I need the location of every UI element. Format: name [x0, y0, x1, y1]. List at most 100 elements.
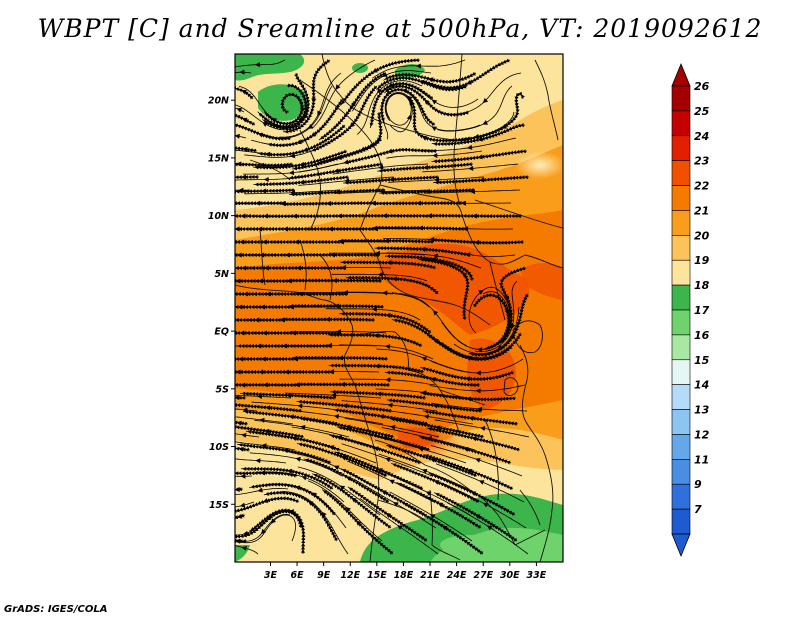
streamline-arrow — [296, 265, 301, 271]
streamline-arrow — [432, 310, 439, 316]
streamline-arrow — [432, 403, 438, 409]
streamline-arrow — [382, 290, 388, 296]
streamline-arrow — [371, 306, 377, 312]
streamline-arrow — [376, 391, 382, 397]
pale-streak-ne — [515, 151, 563, 179]
streamline-arrow — [467, 144, 473, 150]
lon-label-8: 27E — [473, 570, 493, 581]
streamline-arrow — [421, 356, 427, 362]
streamline-arrow — [356, 520, 362, 526]
streamline-arrow — [373, 333, 379, 339]
lon-label-1: 6E — [290, 570, 304, 581]
colorbar-label-13: 13 — [694, 404, 710, 417]
lon-label-6: 21E — [420, 570, 440, 581]
colorbar-label-16: 16 — [694, 329, 710, 342]
colorbar-swatch-26 — [671, 85, 691, 112]
streamline-arrow — [325, 316, 330, 322]
colorbar-swatch-23 — [671, 160, 691, 186]
streamline-arrow — [472, 213, 478, 219]
streamline-arrow — [342, 403, 348, 409]
lon-label-3: 12E — [340, 570, 360, 581]
lon-label-4: 15E — [367, 570, 387, 581]
colorbar-swatch-25 — [671, 110, 691, 137]
streamline-arrow — [468, 165, 474, 171]
streamline-arrow — [235, 486, 240, 492]
streamline-arrow — [282, 343, 287, 349]
lat-label-1: 15N — [208, 153, 229, 164]
colorbar-bottom-arrow — [671, 533, 691, 558]
streamline-arrow — [343, 290, 349, 296]
colorbar-label-22: 22 — [694, 180, 710, 193]
streamline-arrow — [333, 168, 339, 174]
colorbar-swatch-7 — [671, 508, 691, 535]
streamline-arrow — [241, 117, 248, 123]
lon-label-2: 9E — [317, 570, 331, 581]
colorbar-label-9: 9 — [694, 478, 702, 491]
streamline-arrow — [374, 363, 380, 369]
streamline-arrow — [334, 303, 340, 309]
streamline-arrow — [255, 62, 261, 68]
plot-area — [235, 54, 563, 562]
colorbar-swatch-18 — [671, 284, 691, 311]
streamline-arrow — [340, 381, 346, 387]
colorbar-label-20: 20 — [694, 229, 710, 242]
colorbar-swatch-20 — [671, 235, 691, 261]
colorbar-label-14: 14 — [694, 379, 709, 392]
streamline-arrow — [330, 252, 335, 258]
streamline-arrow — [433, 338, 439, 344]
lon-label-5: 18E — [394, 570, 414, 581]
streamline-arrow — [397, 525, 403, 530]
streamline-arrow — [486, 525, 493, 531]
streamline-arrow — [235, 395, 240, 401]
streamline-arrow — [236, 107, 242, 113]
colorbar-swatch-9 — [671, 483, 691, 510]
colorbar-swatch-17 — [671, 309, 691, 336]
colorbar-swatch-16 — [671, 334, 691, 361]
colorbar-swatch-15 — [671, 359, 691, 385]
streamline-arrow — [372, 67, 378, 73]
map-title: WBPT [C] and Sreamline at 500hPa, VT: 20… — [37, 14, 763, 43]
colorbar-swatch-12 — [671, 434, 691, 460]
colorbar-label-15: 15 — [694, 354, 710, 367]
streamline-arrow — [461, 200, 467, 206]
streamline-arrow — [299, 179, 305, 185]
streamline-arrow — [477, 154, 483, 160]
grads-credit: GrADS: IGES/COLA — [4, 604, 108, 615]
streamlines — [235, 58, 530, 555]
streamline-arrow — [470, 189, 476, 195]
streamline-arrow — [239, 69, 245, 75]
colorbar-label-7: 7 — [694, 503, 702, 516]
colorbar-label-23: 23 — [694, 155, 710, 168]
streamline-arrow — [236, 420, 242, 426]
streamline-arrow — [384, 238, 390, 244]
streamline-arrow — [479, 177, 485, 183]
streamline-arrow — [415, 63, 421, 69]
colorbar-label-21: 21 — [694, 204, 709, 217]
lat-label-5: 5S — [216, 384, 230, 395]
lon-label-0: 3E — [264, 570, 278, 581]
lon-label-9: 30E — [500, 570, 520, 581]
streamline-arrow — [389, 176, 395, 182]
streamline-arrow — [288, 414, 294, 420]
streamline-arrow — [478, 289, 484, 295]
streamline-arrow — [391, 276, 397, 282]
colorbar-label-19: 19 — [694, 254, 710, 267]
streamline-arrow — [387, 148, 393, 154]
colorbar-label-24: 24 — [694, 130, 709, 143]
colorbar-swatch-24 — [671, 135, 691, 161]
lat-label-4: EQ — [214, 327, 229, 338]
streamline-arrow — [338, 355, 344, 361]
colorbar-label-18: 18 — [694, 279, 710, 292]
lon-axis: 3E 6E 9E 12E 15E 18E 21E 24E 27E 30E 33E — [264, 562, 547, 581]
streamline-arrow — [241, 89, 247, 95]
field-level-23-d — [520, 263, 563, 300]
plot-frame — [234, 53, 564, 563]
lon-label-10: 33E — [527, 570, 547, 581]
colorbar-swatch-22 — [671, 185, 691, 211]
streamline-arrow — [441, 525, 448, 531]
streamline-arrow — [286, 392, 292, 398]
colorbar-top-arrow — [671, 62, 691, 87]
streamline-arrow — [255, 200, 261, 206]
colorbar-label-11: 11 — [694, 453, 709, 466]
